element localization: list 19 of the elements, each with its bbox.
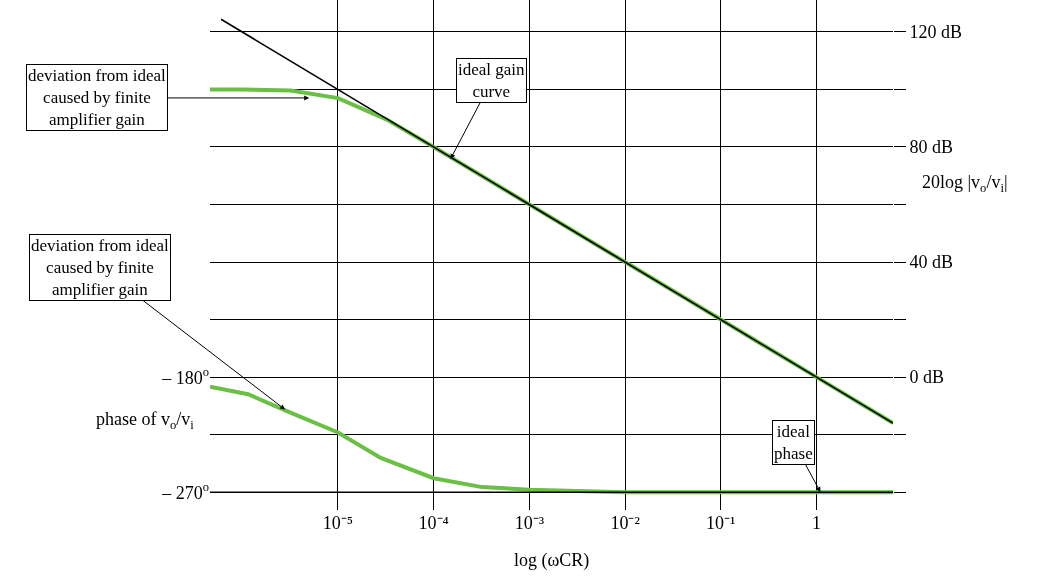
y2-axis-title: 20log |v$_{o}$/v$_{i}$| bbox=[922, 172, 1008, 195]
y2-tick-label: 80 dB bbox=[909, 137, 954, 158]
x-tick-label: 10⁻⁵ bbox=[322, 513, 354, 533]
x-tick-label: 10⁻⁴ bbox=[418, 513, 449, 533]
x-tick-label: 10⁻² bbox=[610, 513, 640, 533]
x-tick-label: 10⁻¹ bbox=[706, 513, 736, 533]
y-tick-label: – 270$^{o}$ bbox=[161, 479, 209, 503]
y-axis-title: phase of v$_{o}$/v$_{i}$ bbox=[96, 409, 195, 432]
x-axis-title: log (ωCR) bbox=[514, 550, 590, 571]
annotation: ideal gain curve bbox=[458, 60, 526, 102]
annotation: deviation from ideal caused by finite amplifier gain bbox=[31, 236, 170, 300]
x-tick-label: 10⁻³ bbox=[514, 513, 545, 533]
y2-tick-label: 0 dB bbox=[909, 367, 945, 388]
x-tick-label: 1 bbox=[812, 513, 821, 533]
y2-tick-label: 40 dB bbox=[909, 252, 954, 273]
annotation: deviation from ideal caused by finite amplifier gain bbox=[28, 66, 167, 130]
y2-tick-label: 120 dB bbox=[909, 22, 963, 43]
annotation: ideal phase bbox=[774, 422, 813, 464]
y-tick-label: – 180$^{o}$ bbox=[161, 365, 209, 389]
